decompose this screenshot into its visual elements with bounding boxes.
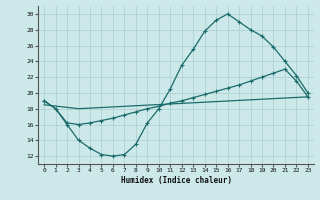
X-axis label: Humidex (Indice chaleur): Humidex (Indice chaleur) xyxy=(121,176,231,185)
